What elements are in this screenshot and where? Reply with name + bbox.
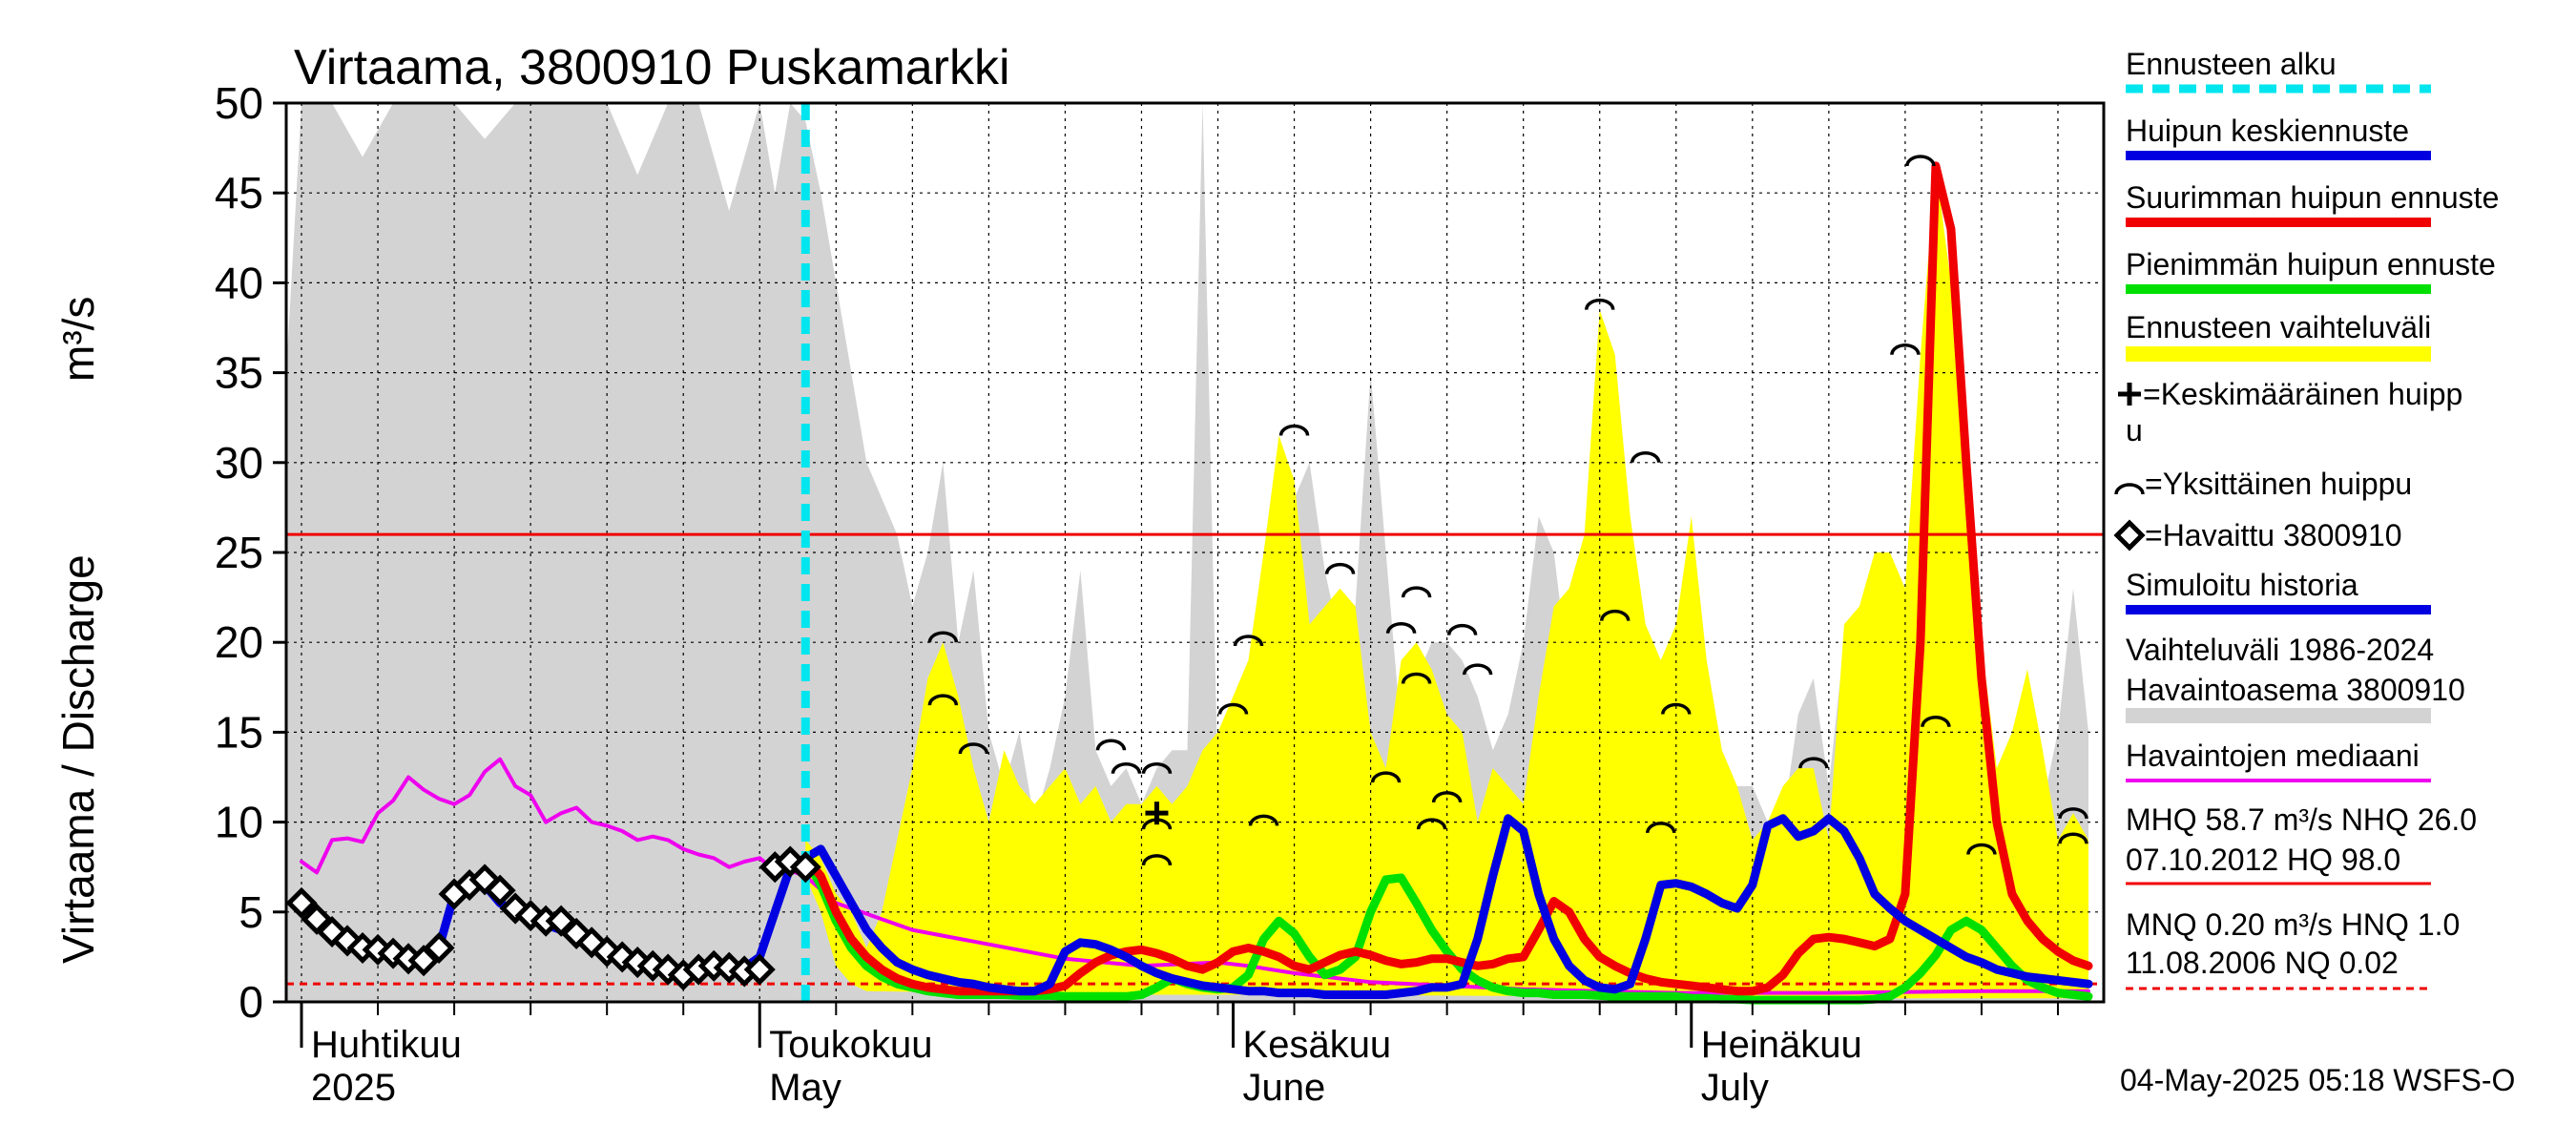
legend-min-peak: Pienimmän huipun ennuste [2126,247,2496,281]
single-peak-marker [1446,623,1478,635]
legend-hist-range-station: Havaintoasema 3800910 [2126,673,2465,707]
observed-point [423,931,455,965]
month-label-en: July [1701,1067,1769,1109]
single-peak-marker [1233,635,1264,647]
y-tick-label: 40 [215,258,263,307]
single-peak-marker [1905,155,1936,167]
median-line [300,757,2090,995]
single-peak-marker [1462,663,1493,676]
legend-single-peak-icon [2114,483,2145,495]
observed-point [560,917,592,949]
month-label-fi: Heinäkuu [1701,1024,1862,1066]
observed-point [789,851,821,884]
y-tick-label: 25 [215,528,263,577]
observed-point [285,886,318,919]
legend-mean-peak: Huipun keskiennuste [2126,114,2409,148]
y-tick-label: 5 [239,887,263,937]
single-peak-marker [1599,609,1631,621]
single-peak-marker [1631,451,1661,464]
legend-median: Havaintojen mediaani [2126,739,2420,773]
legend: Ennusteen alku Huipun keskiennuste Suuri… [2113,47,2499,990]
observed-point [484,874,516,906]
y-axis-unit: m³/s [53,297,103,382]
y-tick-label: 35 [215,348,263,398]
single-peak-marker [1095,739,1127,751]
single-peak-marker [1966,843,1997,855]
observed-point [575,926,608,959]
legend-forecast-start: Ennusteen alku [2126,47,2337,81]
legend-mhq: MHQ 58.7 m³/s NHQ 26.0 [2126,802,2477,837]
single-peak-marker [1248,814,1279,826]
legend-hist-range: Vaihteluväli 1986-2024 [2126,633,2434,667]
single-peak-marker [1921,716,1951,727]
y-tick-label: 15 [215,707,263,757]
single-peak-marker [1324,562,1356,574]
axis-layer: 05101520253035404550Huhtikuu2025Toukokuu… [215,78,2059,1109]
single-peak-marker [1370,771,1402,783]
legend-mnq-date: 11.08.2006 NQ 0.02 [2126,946,2399,980]
observed-point [591,935,623,968]
month-label-fi: Huhtikuu [311,1024,462,1066]
forecast-range-area [805,165,2088,999]
single-peak-marker [1111,762,1142,774]
y-tick-label: 0 [239,977,263,1027]
single-peak-marker [1431,791,1463,803]
legend-avg-peak-cont: u [2126,413,2143,448]
single-peak-marker [1401,586,1432,598]
legend-avg-peak: =Keskimääräinen huipp [2143,377,2462,411]
observed-point [606,941,638,973]
month-label-en: 2025 [311,1067,396,1109]
single-peak-marker [1584,298,1615,310]
legend-avg-peak-icon [2118,383,2141,406]
single-peak-marker [927,694,959,706]
single-peak-marker [1278,424,1310,436]
observed-point [743,953,776,986]
y-tick-label: 20 [215,617,263,667]
marker-layer [285,155,2088,991]
single-peak-marker [1401,672,1432,684]
y-tick-label: 45 [215,168,263,218]
y-tick-label: 50 [215,78,263,128]
legend-mhq-date: 07.10.2012 HQ 98.0 [2126,843,2400,877]
legend-observed-icon [2113,519,2146,552]
single-peak-marker [1141,854,1173,866]
single-peak-marker [1416,818,1447,830]
legend-range: Ennusteen vaihteluväli [2126,310,2431,344]
single-peak-marker [1646,822,1676,834]
single-peak-marker [927,631,959,643]
single-peak-marker [2058,807,2088,820]
single-peak-marker [1890,344,1921,355]
month-label-en: June [1243,1067,1326,1109]
single-peak-marker [2058,832,2088,844]
legend-simulated: Simuloitu historia [2126,568,2358,602]
footer-timestamp: 04-May-2025 05:18 WSFS-O [2120,1063,2515,1097]
single-peak-marker [1798,757,1829,769]
single-peak-marker [1141,762,1173,774]
legend-observed: =Havaittu 3800910 [2145,518,2402,552]
mean-peak-forecast-line [800,814,2093,999]
observed-point [652,953,684,986]
legend-max-peak: Suurimman huipun ennuste [2126,180,2499,215]
y-tick-label: 30 [215,438,263,488]
legend-mnq: MNQ 0.20 m³/s HNQ 1.0 [2126,907,2460,942]
single-peak-marker [1217,702,1249,715]
month-label-en: May [769,1067,841,1109]
y-axis-label: Virtaama / Discharge [53,554,103,964]
observed-point [331,925,364,957]
min-peak-forecast-line [800,853,2093,1005]
chart-title: Virtaama, 3800910 Puskamarkki [294,40,1010,95]
single-peak-marker [958,742,989,755]
month-label-fi: Kesäkuu [1243,1024,1392,1066]
single-peak-marker [1385,622,1417,635]
legend-single-peak: =Yksittäinen huippu [2145,467,2412,501]
grid-layer [286,102,2104,1002]
y-tick-label: 10 [215,798,263,847]
month-label-fi: Toukokuu [769,1024,932,1066]
single-peak-marker [1661,702,1692,715]
forecast-range-layer [805,165,2088,999]
